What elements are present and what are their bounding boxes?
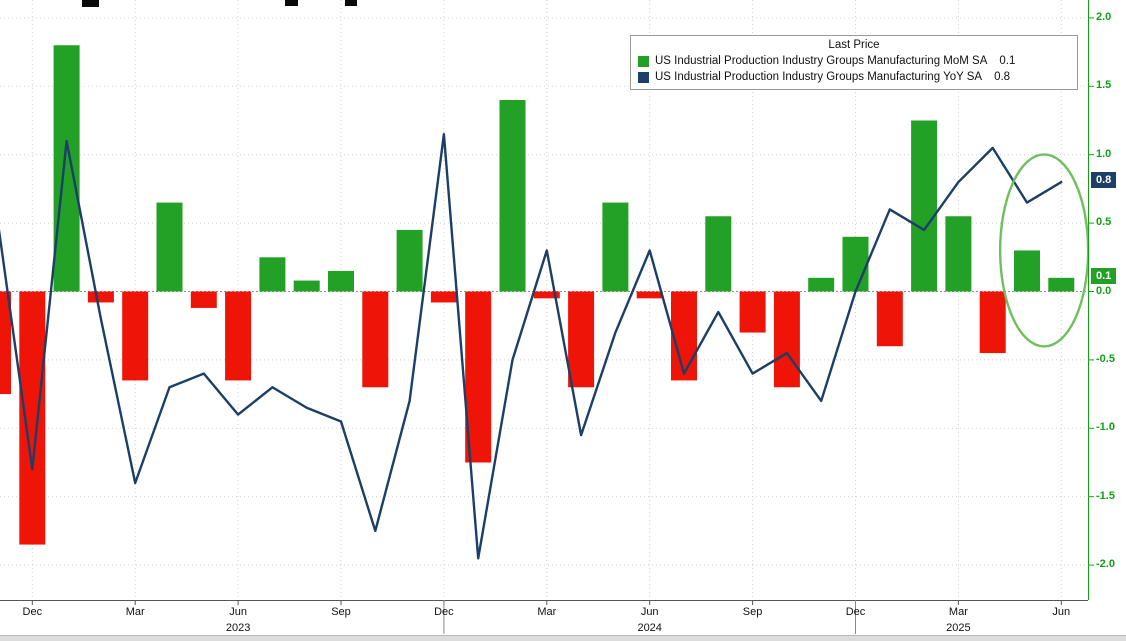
x-axis-tick-label: Jun xyxy=(1052,606,1071,618)
last-value-badge-mom: 0.1 xyxy=(1091,267,1117,284)
x-axis-year-label: 2024 xyxy=(637,622,662,634)
mom-bar xyxy=(190,291,217,308)
x-axis-tick-label: Dec xyxy=(845,606,866,618)
mom-series-swatch-icon xyxy=(638,55,649,67)
yoy-line xyxy=(0,132,1063,560)
mom-bar xyxy=(773,291,800,388)
legend-item-mom: US Industrial Production Industry Groups… xyxy=(638,53,1070,69)
mom-bar xyxy=(225,291,252,381)
x-axis-tick-label: Mar xyxy=(537,606,557,618)
mom-bar xyxy=(568,291,595,388)
yoy-series-last-price: 0.8 xyxy=(994,71,1011,83)
legend-box: Last Price US Industrial Production Indu… xyxy=(630,35,1078,90)
x-axis-tick-label: Jun xyxy=(229,606,247,618)
x-axis-year-label: 2023 xyxy=(225,622,251,634)
y-axis-tick-label: -0.5 xyxy=(1096,352,1115,365)
mom-bar xyxy=(396,229,423,292)
yoy-series-label: US Industrial Production Industry Groups… xyxy=(655,71,983,83)
mom-bar xyxy=(430,291,457,303)
mom-bar xyxy=(739,291,766,333)
mom-bar xyxy=(499,99,526,292)
x-axis-tick-label: Sep xyxy=(331,606,351,618)
mom-bar xyxy=(156,202,183,292)
y-axis-tick-label: -1.5 xyxy=(1096,489,1115,502)
mom-bar xyxy=(53,45,80,292)
mom-bar xyxy=(293,280,320,292)
x-axis-tick-label: Mar xyxy=(125,606,145,618)
mom-bar xyxy=(328,270,354,292)
mom-bar xyxy=(876,291,903,347)
mom-bar xyxy=(705,216,732,292)
mom-bar xyxy=(362,291,389,388)
mom-series-label: US Industrial Production Industry Groups… xyxy=(655,55,988,67)
cropped-ui-artifact xyxy=(345,0,357,6)
timeline-scrollbar[interactable] xyxy=(0,635,1126,641)
mom-bar xyxy=(671,291,697,381)
mom-bar xyxy=(465,291,492,463)
mom-bar xyxy=(602,202,629,292)
legend-item-yoy: US Industrial Production Industry Groups… xyxy=(638,69,1070,85)
x-axis-tick-label: Sep xyxy=(742,606,763,618)
x-axis-tick-label: Mar xyxy=(948,606,968,618)
last-value-badge-yoy: 0.8 xyxy=(1091,172,1117,189)
mom-bar xyxy=(87,291,114,303)
mom-bar xyxy=(636,291,663,299)
y-axis-tick-label: 2.0 xyxy=(1096,10,1112,23)
y-axis-tick-label: -1.0 xyxy=(1096,421,1115,434)
legend-title: Last Price xyxy=(828,39,880,51)
mom-series-last-price: 0.1 xyxy=(999,55,1016,67)
mom-bar xyxy=(1014,250,1040,292)
y-axis-tick-label: 1.5 xyxy=(1096,79,1112,92)
highlight-ellipse xyxy=(998,153,1090,348)
x-axis-tick-label: Dec xyxy=(22,606,43,618)
mom-bar xyxy=(0,291,11,395)
mom-bar xyxy=(945,216,972,292)
y-axis-tick-label: -2.0 xyxy=(1096,558,1115,571)
x-axis-tick-label: Dec xyxy=(434,606,454,618)
mom-bar xyxy=(1048,277,1075,292)
x-axis-tick-label: Jun xyxy=(640,606,659,618)
yoy-series-swatch-icon xyxy=(638,71,649,83)
cropped-ui-artifact xyxy=(82,0,99,7)
mom-bar xyxy=(122,291,149,381)
y-axis-tick-label: 0.0 xyxy=(1096,284,1112,297)
mom-bar xyxy=(979,291,1006,354)
mom-bar xyxy=(842,236,869,292)
mom-bar xyxy=(911,120,938,292)
x-axis-year-label: 2025 xyxy=(946,622,971,634)
mom-bar xyxy=(19,291,46,545)
mom-bar xyxy=(808,277,835,292)
y-axis-tick-label: 0.5 xyxy=(1096,216,1112,229)
mom-bar xyxy=(259,257,286,292)
cropped-ui-artifact xyxy=(285,0,298,6)
y-axis-tick-label: 1.0 xyxy=(1096,147,1112,160)
mom-bar xyxy=(533,291,560,299)
